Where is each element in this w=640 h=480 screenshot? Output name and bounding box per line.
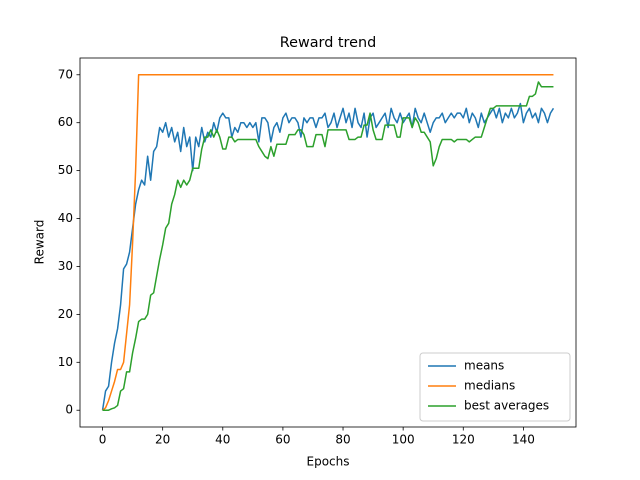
plot-frame [79, 57, 577, 428]
x-tick-label: 20 [155, 433, 170, 447]
legend-label: medians [464, 379, 515, 393]
legend-label: best averages [464, 399, 549, 413]
legend-label: means [464, 359, 504, 373]
y-tick-label: 60 [58, 115, 73, 129]
x-tick-label: 0 [99, 433, 107, 447]
x-tick-label: 140 [512, 433, 535, 447]
series-line [102, 74, 554, 411]
y-tick-label: 10 [58, 355, 73, 369]
x-tick-label: 80 [335, 433, 350, 447]
x-tick-label: 100 [392, 433, 415, 447]
y-tick-label: 50 [58, 163, 73, 177]
legend-box [419, 352, 571, 422]
series-line [101, 102, 555, 411]
y-tick-label: 20 [58, 307, 73, 321]
x-tick-label: 120 [452, 433, 475, 447]
y-tick-label: 40 [58, 211, 73, 225]
y-axis-label: Reward [33, 220, 47, 265]
x-tick-label: 40 [215, 433, 230, 447]
y-tick-label: 0 [65, 403, 73, 417]
y-tick-label: 30 [58, 259, 73, 273]
series-line [102, 81, 554, 411]
x-tick-label: 60 [275, 433, 290, 447]
chart-title: Reward trend [280, 35, 377, 51]
x-axis-label: Epochs [307, 455, 350, 469]
y-tick-label: 70 [58, 67, 73, 81]
